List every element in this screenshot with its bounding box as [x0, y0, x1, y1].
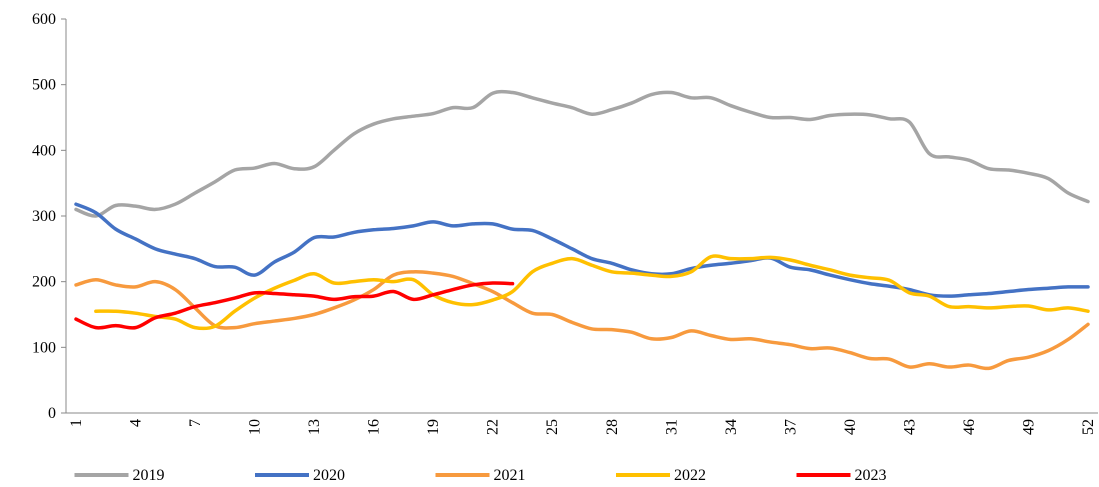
legend-label: 2022 — [674, 467, 706, 484]
line-series — [74, 269, 1090, 371]
x-tick-label: 52 — [1080, 419, 1097, 435]
y-tick-label: 500 — [32, 77, 56, 94]
x-tick-label: 28 — [604, 419, 621, 435]
legend-label: 2019 — [133, 467, 165, 484]
y-tick-label: 400 — [32, 142, 56, 159]
legend-label: 2021 — [494, 467, 526, 484]
legend-label: 2023 — [855, 467, 887, 484]
x-tick-label: 40 — [842, 419, 859, 435]
x-tick-label: 31 — [663, 419, 680, 435]
x-tick-label: 4 — [128, 419, 145, 427]
x-tick-label: 49 — [1020, 419, 1037, 435]
line-series — [74, 89, 1090, 218]
x-tick-label: 37 — [782, 419, 799, 435]
x-tick-label: 22 — [485, 419, 502, 435]
x-tick-label: 19 — [425, 419, 442, 435]
line-series — [74, 281, 515, 330]
y-tick-label: 200 — [32, 274, 56, 291]
x-tick-label: 7 — [187, 419, 204, 427]
x-tick-label: 13 — [306, 419, 323, 435]
x-tick-label: 1 — [68, 419, 85, 427]
x-tick-label: 16 — [366, 419, 383, 435]
x-tick-label: 25 — [544, 419, 561, 435]
line-series — [94, 254, 1090, 331]
y-tick-label: 0 — [48, 405, 56, 422]
x-tick-label: 43 — [901, 419, 918, 435]
x-tick-label: 46 — [961, 419, 978, 435]
y-tick-label: 100 — [32, 339, 56, 356]
line-series — [74, 202, 1090, 298]
legend-label: 2020 — [313, 467, 345, 484]
y-tick-label: 600 — [32, 11, 56, 28]
y-tick-label: 300 — [32, 208, 56, 225]
x-tick-label: 34 — [723, 419, 740, 435]
x-tick-label: 10 — [247, 419, 264, 435]
